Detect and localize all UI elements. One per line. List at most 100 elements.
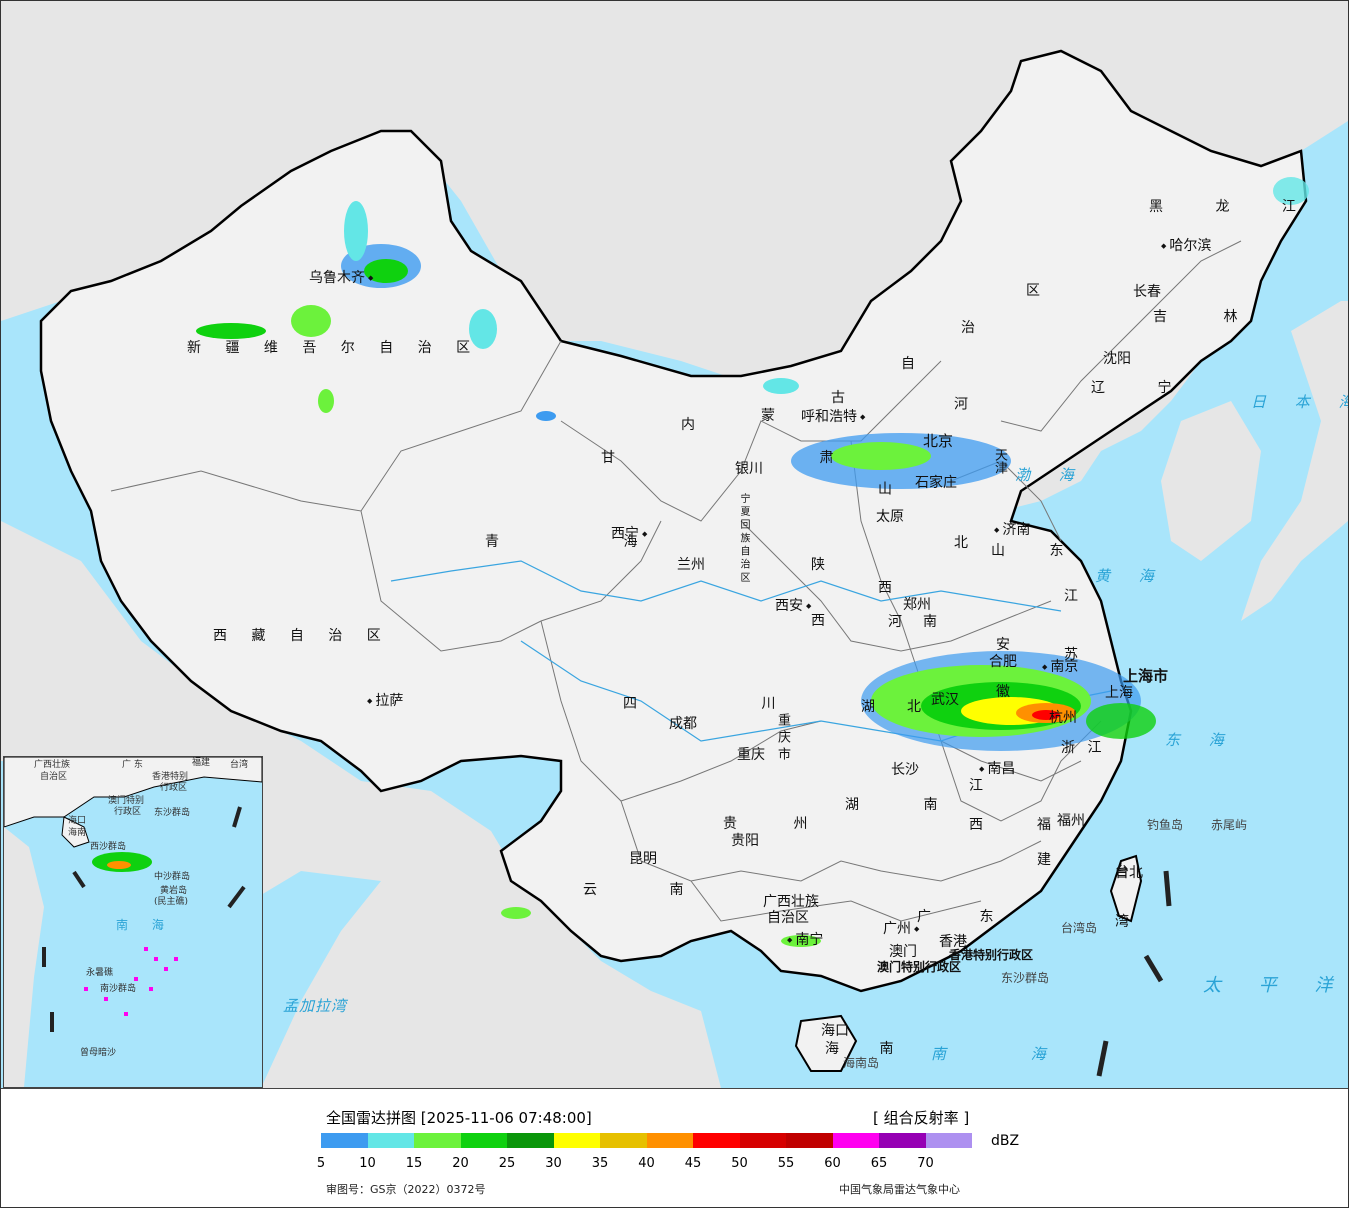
city-shenyang: 沈阳	[1103, 351, 1131, 367]
province-label-hongkong: 香港特别行政区	[949, 948, 1034, 962]
island-chiwei: 赤尾屿	[1211, 818, 1248, 832]
province-label-henan-2: 南	[923, 614, 937, 630]
color-scale-segment-5	[553, 1133, 600, 1148]
province-label-neimenggu-5: 治	[961, 320, 975, 336]
city-nanchang: 南昌	[979, 762, 1015, 776]
province-label-neimenggu-3: 古	[831, 390, 845, 406]
city-nanning: 南宁	[787, 933, 823, 947]
inset-label-nansha: 南沙群岛	[100, 984, 137, 994]
province-label-zhejiang: 浙 江	[1061, 740, 1106, 756]
province-label-neimenggu-4: 自	[901, 356, 915, 372]
legend-product: [ 组合反射率 ]	[873, 1109, 970, 1127]
city-taipei: 台北	[1115, 865, 1143, 881]
sea-label-pacific: 太 平 洋	[1203, 975, 1348, 996]
province-label-neimenggu-2: 蒙	[761, 408, 775, 424]
color-scale-tick-45: 45	[684, 1156, 702, 1171]
city-hongkong: 香港	[939, 934, 967, 950]
color-scale-tick-10: 10	[359, 1156, 376, 1171]
color-scale-segment-0	[321, 1133, 368, 1148]
nine-dash-line	[1096, 870, 1172, 1077]
city-chongqing: 重庆	[737, 747, 765, 763]
inset-label-zengmu: 曾母暗沙	[80, 1048, 117, 1058]
city-hohhot: 呼和浩特	[801, 410, 865, 424]
inset-label-south-sea: 南 海	[116, 918, 174, 932]
province-label-guizhou: 贵 州	[723, 816, 834, 832]
province-label-taiwan: 台 湾	[1113, 863, 1129, 944]
city-haikou: 海口	[821, 1023, 849, 1039]
legend-title: 全国雷达拼图 [2025-11-06 07:48:00]	[326, 1109, 592, 1127]
city-nanjing: 南京	[1042, 660, 1078, 674]
sea-label-east: 东 海	[1165, 731, 1236, 749]
legend-unit: dBZ	[991, 1133, 1020, 1149]
province-label-hubei-2: 北	[907, 699, 921, 715]
approval-number: 审图号：GS京（2022）0372号	[326, 1183, 486, 1196]
province-label-hubei-1: 湖	[861, 699, 875, 715]
city-guangzhou: 广州	[883, 922, 919, 936]
province-label-shaanxi-1: 陕	[811, 557, 825, 573]
province-label-guangxi-1: 广西壮族	[763, 894, 819, 910]
color-scale-tick-70: 70	[917, 1156, 934, 1171]
city-lhasa: 拉萨	[367, 694, 403, 708]
color-scale-segment-7	[646, 1133, 693, 1148]
city-macau: 澳门	[889, 944, 917, 960]
province-label-henan-1: 河	[888, 614, 902, 630]
color-scale-tick-15: 15	[405, 1156, 423, 1171]
inset-label-guangxi-1: 广西壮族	[34, 760, 71, 770]
city-fuzhou: 福州	[1057, 813, 1085, 829]
city-zhengzhou: 郑州	[903, 597, 931, 613]
color-scale-segment-12	[879, 1133, 926, 1148]
province-label-neimenggu-1: 内	[681, 417, 695, 433]
province-label-xinjiang: 新 疆 维 吾 尔 自 治 区	[187, 340, 481, 356]
city-wuhan: 武汉	[931, 692, 959, 708]
province-label-heilongjiang: 黑 龙 江	[1149, 199, 1320, 215]
city-tianjin: 天津	[992, 448, 1007, 474]
city-shanghai: 上海	[1105, 685, 1133, 701]
inset-label-hainan: 海南	[68, 828, 87, 838]
province-label-anhui-2: 徽	[996, 684, 1010, 700]
province-label-qinghai: 青 海	[485, 534, 698, 550]
province-label-gansu: 甘 肃	[601, 450, 934, 466]
province-label-liaoning: 辽 宁	[1091, 380, 1196, 396]
city-beijing: 北京	[923, 432, 954, 450]
city-guiyang: 贵阳	[731, 833, 759, 849]
color-scale-segment-11	[832, 1133, 879, 1148]
china-land	[39, 49, 1308, 993]
province-label-jiangsu: 江 苏	[1062, 588, 1078, 681]
inset-label-yongshu: 永暑礁	[86, 968, 114, 978]
province-label-shanghai: 上海市	[1123, 667, 1169, 685]
province-label-hainan: 海 南	[825, 1041, 912, 1057]
inset-label-dongsha: 东沙群岛	[154, 808, 191, 818]
color-scale-tick-65: 65	[870, 1156, 888, 1171]
hainan-land	[794, 1014, 858, 1072]
sea-label-south: 南 海	[931, 1045, 1086, 1063]
sea-label-yellow: 黄 海	[1095, 567, 1166, 585]
color-scale-tick-40: 40	[638, 1156, 655, 1171]
color-scale-tick-5: 5	[316, 1156, 326, 1171]
island-dongsha: 东沙群岛	[1001, 971, 1050, 985]
color-scale-segment-1	[367, 1133, 414, 1148]
city-jinan: 济南	[994, 523, 1030, 537]
province-label-xizang: 西 藏 自 治 区	[213, 628, 391, 644]
inset-label-hk-2: 行政区	[160, 783, 188, 793]
sea-label-bay-of-bengal: 孟加拉湾	[283, 997, 348, 1015]
inset-label-xisha: 西沙群岛	[90, 842, 127, 852]
city-taiyuan: 太原	[876, 509, 904, 525]
credit-text: 中国气象局雷达气象中心	[839, 1183, 960, 1196]
color-scale-segment-9	[739, 1133, 786, 1148]
province-label-fujian-2: 建	[1037, 852, 1051, 868]
inset-label-guangxi-2: 自治区	[40, 772, 68, 782]
color-scale-segment-13	[925, 1133, 972, 1148]
radar-mosaic-map: 新 疆 维 吾 尔 自 治 区 西 藏 自 治 区 青 海 甘 肃 内 蒙 古 …	[1, 1, 1348, 1089]
province-label-hunan: 湖 南	[845, 797, 968, 813]
city-chengdu: 成都	[669, 716, 697, 732]
province-label-fujian-1: 福	[1037, 817, 1051, 833]
city-hefei: 合肥	[989, 654, 1017, 670]
inset-label-taiwan: 台湾	[230, 760, 249, 770]
province-label-guangdong: 广 东	[917, 909, 1016, 925]
province-label-sichuan: 四 川	[623, 696, 836, 712]
province-label-hebei: 河 北	[952, 396, 968, 609]
color-scale-bar	[321, 1133, 972, 1148]
province-label-jilin: 吉 林	[1153, 309, 1264, 325]
province-label-ningxia: 宁 夏 回 族 自 治 区	[738, 493, 749, 583]
